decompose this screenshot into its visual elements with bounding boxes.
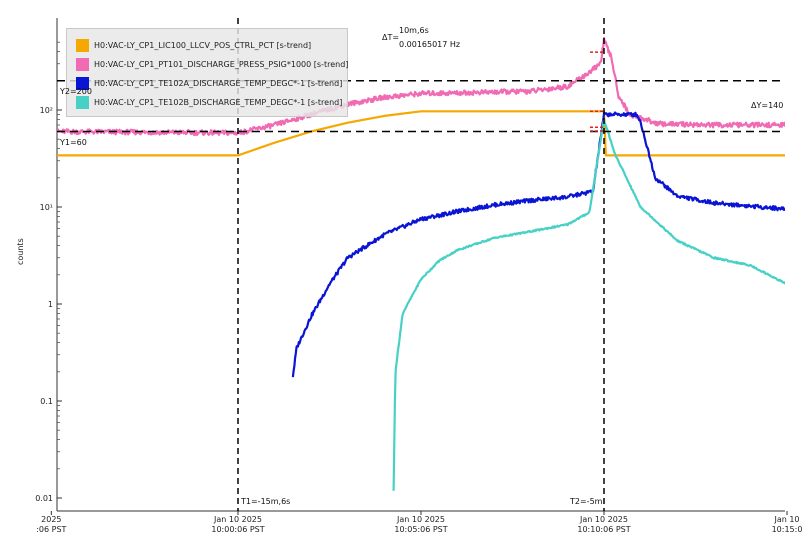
legend-label-te102b: H0:VAC-LY_CP1_TE102B_DISCHARGE_TEMP_DEGC…	[94, 97, 343, 107]
delta-t-label: ΔT=	[382, 33, 400, 42]
x-tick-date-label: Jan 10 2025	[213, 515, 262, 524]
x-tick-date-label: Jan 10 2025	[579, 515, 628, 524]
t2-cursor-label: T2=-5m	[570, 497, 603, 506]
y-tick-label: 10²	[40, 106, 53, 115]
legend-swatch-pt101	[76, 57, 89, 71]
y-tick-label: 0.01	[35, 494, 53, 503]
x-tick-time-label: 10:10:06 PST	[577, 525, 630, 534]
legend-item-lic100[interactable]: H0:VAC-LY_CP1_LIC100_LLCV_POS_CTRL_PCT […	[76, 38, 311, 52]
x-tick-time-label: 10:15:0	[772, 525, 803, 534]
legend-swatch-te102a	[76, 76, 89, 90]
legend: H0:VAC-LY_CP1_LIC100_LLCV_POS_CTRL_PCT […	[66, 28, 348, 117]
delta-y-label: ΔY=140	[751, 101, 784, 110]
x-tick-date-label: 2025	[41, 515, 61, 524]
y-tick-label: 0.1	[40, 397, 53, 406]
x-tick-date-label: Jan 10	[773, 515, 799, 524]
legend-item-te102a[interactable]: H0:VAC-LY_CP1_TE102A_DISCHARGE_TEMP_DEGC…	[76, 76, 342, 90]
x-tick-time-label: :06 PST	[36, 525, 66, 534]
legend-item-pt101[interactable]: H0:VAC-LY_CP1_PT101_DISCHARGE_PRESS_PSIG…	[76, 57, 348, 71]
y2-cursor-label: Y2=200	[60, 87, 92, 96]
legend-label-lic100: H0:VAC-LY_CP1_LIC100_LLCV_POS_CTRL_PCT […	[94, 40, 312, 50]
delta-t-frequency: 0.00165017 Hz	[399, 40, 461, 49]
y-tick-label: 10¹	[40, 203, 53, 212]
legend-swatch-te102b	[76, 95, 89, 109]
legend-label-te102a: H0:VAC-LY_CP1_TE102A_DISCHARGE_TEMP_DEGC…	[94, 78, 343, 88]
x-tick-time-label: 10:00:06 PST	[211, 525, 264, 534]
y-axis-label: counts	[16, 238, 25, 265]
series-line-1	[57, 37, 785, 137]
delta-t-value: 10m,6s	[399, 26, 429, 35]
y-tick-label: 1	[48, 300, 53, 309]
x-tick-date-label: Jan 10 2025	[396, 515, 445, 524]
series-line-3	[392, 119, 785, 491]
series-line-0	[57, 110, 785, 157]
t1-cursor-label: T1=-15m,6s	[241, 497, 291, 506]
legend-item-te102b[interactable]: H0:VAC-LY_CP1_TE102B_DISCHARGE_TEMP_DEGC…	[76, 95, 342, 109]
legend-swatch-lic100	[76, 38, 89, 52]
legend-label-pt101: H0:VAC-LY_CP1_PT101_DISCHARGE_PRESS_PSIG…	[94, 59, 349, 69]
y1-cursor-label: Y1=60	[60, 138, 87, 147]
x-tick-time-label: 10:05:06 PST	[394, 525, 447, 534]
series-line-2	[291, 111, 785, 378]
